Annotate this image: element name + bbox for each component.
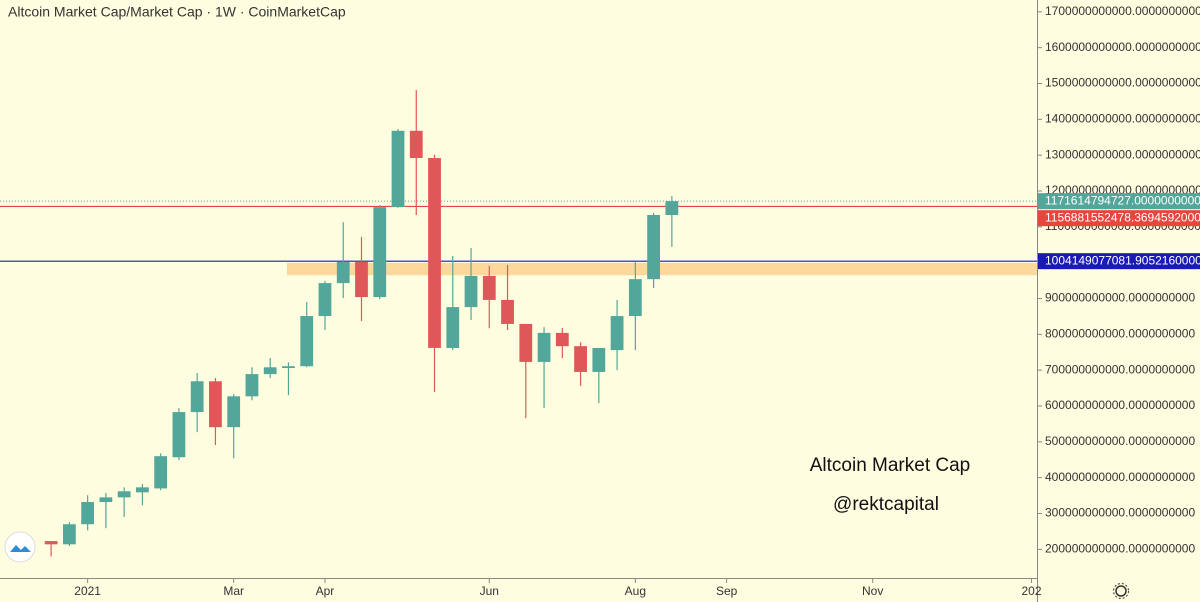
candle-body <box>409 130 423 159</box>
candle-body <box>227 396 241 428</box>
x-tick-label: Nov <box>862 584 883 598</box>
y-tick-label: 1400000000000.0000000000 <box>1045 111 1200 125</box>
y-tick-label: 900000000000.0000000000 <box>1045 291 1195 305</box>
price-label: 1156881552478.3694592000 <box>1045 210 1200 224</box>
candle-body <box>263 367 277 375</box>
price-label-box <box>1038 253 1200 270</box>
x-tick-label: Sep <box>716 584 738 598</box>
price-label-box <box>1038 193 1200 210</box>
logo <box>4 531 36 563</box>
annotation: @rektcapital <box>833 494 939 515</box>
candle-body <box>99 497 113 503</box>
x-tick-label: 2021 <box>74 584 101 598</box>
x-tick-label: Mar <box>223 584 244 598</box>
candle-body <box>628 279 642 317</box>
candle-body <box>81 502 95 525</box>
candle-body <box>610 316 624 351</box>
candle-body <box>245 374 259 397</box>
candle-body <box>300 316 314 367</box>
candle-body <box>62 524 76 545</box>
y-tick-label: 800000000000.0000000000 <box>1045 327 1195 341</box>
price-label-box <box>1038 210 1200 227</box>
y-tick-label: 1700000000000.0000000000 <box>1045 4 1200 18</box>
y-tick-label: 400000000000.0000000000 <box>1045 470 1195 484</box>
candle-body <box>154 456 168 489</box>
candle-body <box>373 207 387 298</box>
candle-body <box>44 541 58 545</box>
y-tick-label: 1300000000000.0000000000 <box>1045 147 1200 161</box>
y-tick-label: 600000000000.0000000000 <box>1045 398 1195 412</box>
y-tick-label: 200000000000.0000000000 <box>1045 542 1195 556</box>
candle-body <box>482 275 496 300</box>
candle-body <box>136 487 149 493</box>
annotation: Altcoin Market Cap <box>810 455 971 476</box>
y-tick-label: 1600000000000.0000000000 <box>1045 40 1200 54</box>
candle-body <box>209 381 222 428</box>
candle-body <box>336 261 350 284</box>
candle-body <box>391 130 405 208</box>
plot-area <box>0 89 1037 557</box>
price-label: 1004149077081.9052160000 <box>1045 253 1200 267</box>
candle-body <box>117 491 131 498</box>
candle-body <box>355 261 368 298</box>
candle-body <box>282 366 295 369</box>
candle-body <box>592 347 606 372</box>
candle-body <box>318 283 332 317</box>
candle-body <box>464 275 478 308</box>
zone <box>287 263 1037 276</box>
x-tick-label: Aug <box>625 584 646 598</box>
y-tick-label: 1500000000000.0000000000 <box>1045 76 1200 90</box>
settings-icon[interactable] <box>1113 583 1129 599</box>
candle-body <box>446 307 460 348</box>
x-tick-label: Jun <box>480 584 499 598</box>
candle-body <box>665 201 679 216</box>
candle-body <box>172 412 186 458</box>
candle-body <box>555 332 569 347</box>
price-label: 1171614794727.0000000000 <box>1045 193 1200 207</box>
candle-body <box>519 323 533 362</box>
x-tick-label: 202 <box>1022 584 1042 598</box>
x-tick-label: Apr <box>316 584 335 598</box>
chart-title: Altcoin Market Cap/Market Cap · 1W · Coi… <box>8 4 346 20</box>
y-tick-label: 500000000000.0000000000 <box>1045 434 1195 448</box>
candle-body <box>190 381 204 413</box>
y-tick-label: 300000000000.0000000000 <box>1045 506 1195 520</box>
candle-body <box>574 346 587 372</box>
candle-body <box>537 332 551 362</box>
y-tick-label: 700000000000.0000000000 <box>1045 362 1195 376</box>
candle-body <box>647 215 660 280</box>
candle-body <box>501 299 514 324</box>
candle-body <box>428 158 441 348</box>
